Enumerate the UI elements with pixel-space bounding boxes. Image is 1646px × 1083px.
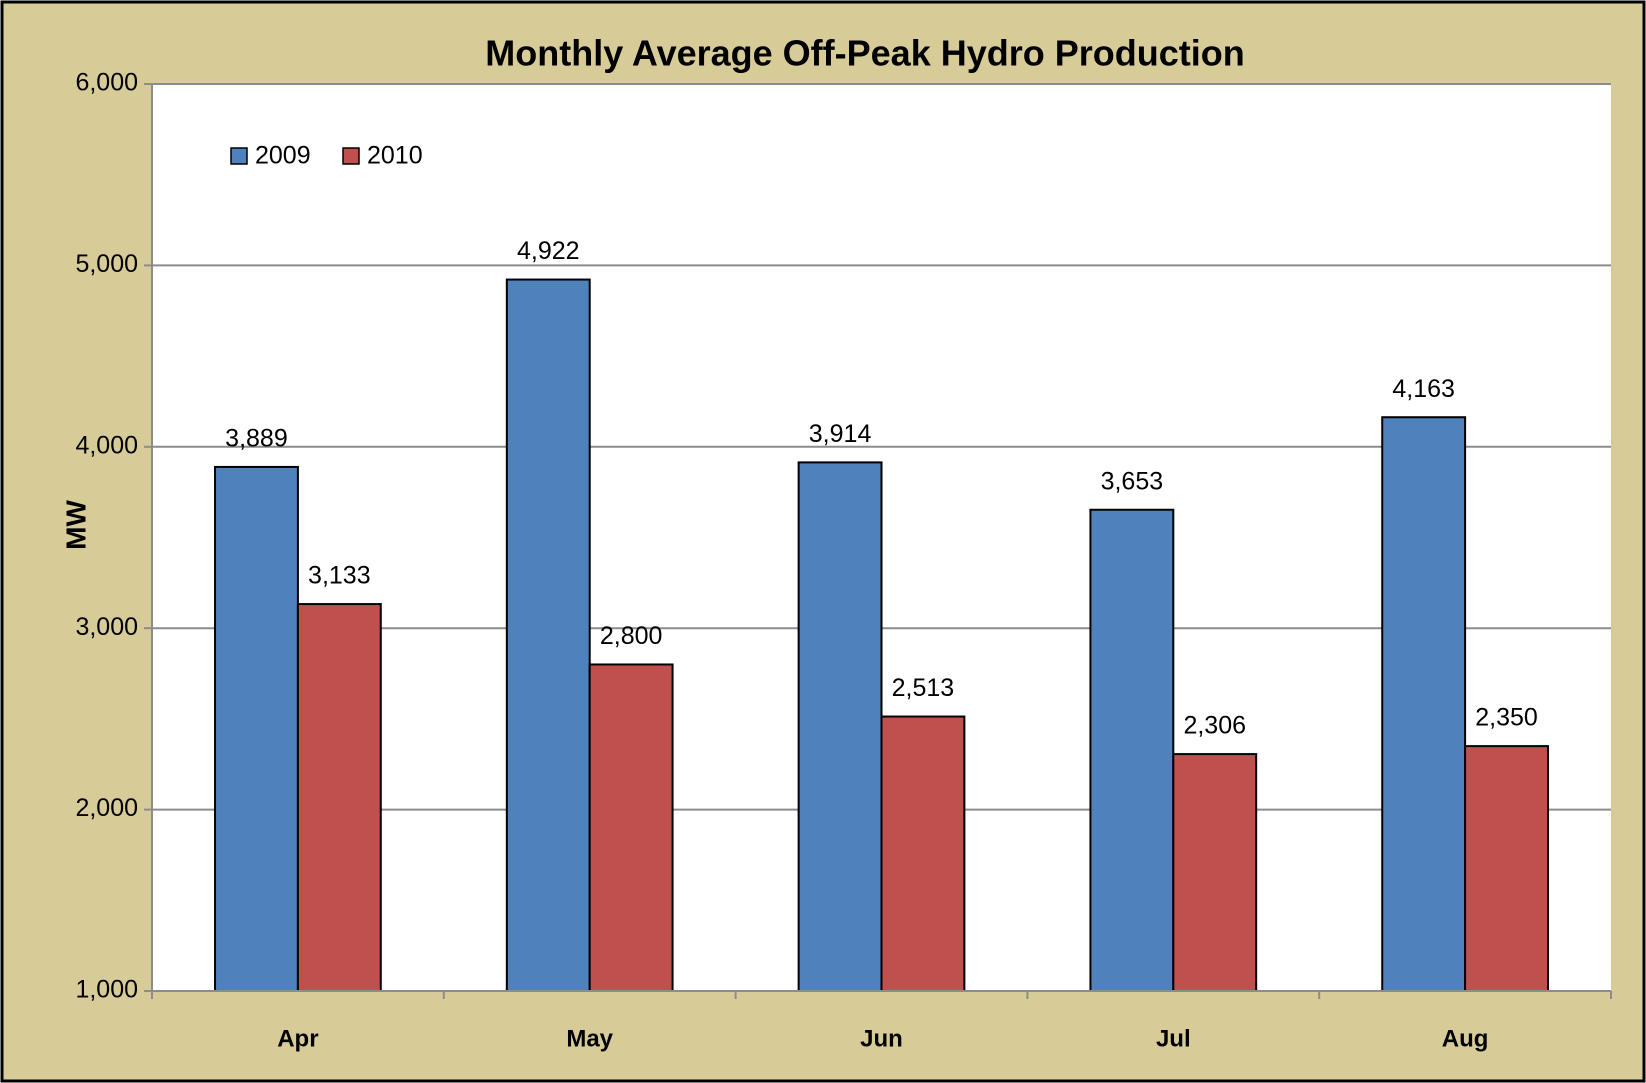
bar xyxy=(1089,508,1175,992)
data-label: 3,133 xyxy=(308,562,371,590)
legend-label: 2009 xyxy=(255,142,311,170)
legend-swatch xyxy=(342,147,360,165)
data-label: 4,163 xyxy=(1392,375,1455,403)
bar xyxy=(1464,745,1549,992)
bar xyxy=(797,461,883,992)
x-tick-label: May xyxy=(566,1025,613,1052)
y-tick-label: 5,000 xyxy=(75,250,138,278)
bar xyxy=(1172,753,1258,993)
bar xyxy=(880,715,966,992)
data-label: 3,914 xyxy=(809,420,872,448)
data-label: 2,350 xyxy=(1475,704,1538,732)
x-tick-label: Jul xyxy=(1156,1025,1191,1052)
x-tick-label: Aug xyxy=(1442,1025,1489,1052)
legend-label: 2010 xyxy=(367,142,423,170)
bar xyxy=(588,663,674,992)
y-tick-label: 2,000 xyxy=(75,794,138,822)
x-tick-label: Jun xyxy=(860,1025,903,1052)
y-tick-label: 6,000 xyxy=(75,69,138,97)
y-tick-label: 1,000 xyxy=(75,976,138,1004)
data-label: 4,922 xyxy=(517,237,580,265)
legend-swatch xyxy=(230,147,248,165)
y-tick-label: 4,000 xyxy=(75,431,138,459)
y-tick-label: 3,000 xyxy=(75,613,138,641)
y-axis-label: MW xyxy=(60,500,91,550)
bar xyxy=(214,465,299,992)
x-tick-label: Apr xyxy=(277,1025,318,1052)
bar xyxy=(505,278,591,992)
data-label: 3,889 xyxy=(225,425,288,453)
data-label: 2,513 xyxy=(892,674,955,702)
data-label: 2,306 xyxy=(1183,712,1246,740)
bar xyxy=(1381,416,1467,992)
bar xyxy=(296,603,382,992)
data-label: 3,653 xyxy=(1101,467,1164,495)
data-label: 2,800 xyxy=(600,622,663,650)
chart-title: Monthly Average Off-Peak Hydro Productio… xyxy=(485,33,1244,74)
